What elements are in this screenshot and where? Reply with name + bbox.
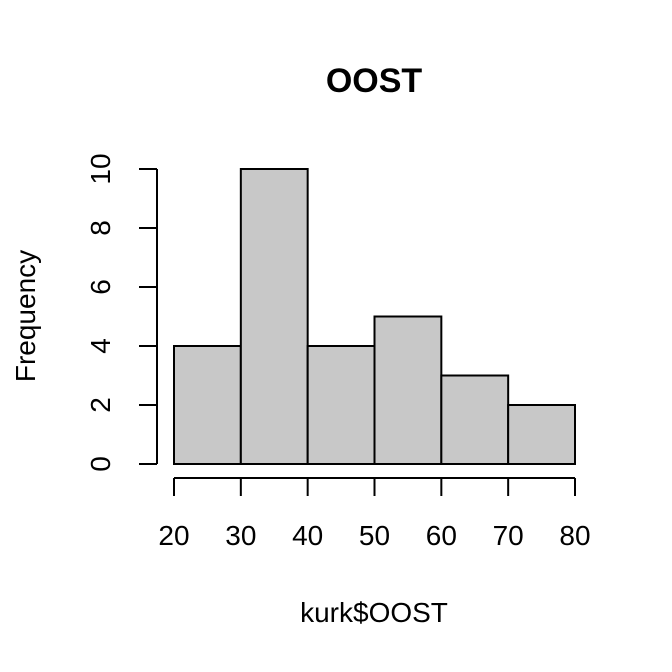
bars-group: [173, 168, 576, 465]
y-tick-label: 8: [85, 220, 116, 236]
y-tick-label: 0: [85, 456, 116, 472]
x-tick-label: 50: [359, 520, 390, 551]
histogram-bar-3: [373, 315, 443, 465]
x-tick-label: 80: [559, 520, 590, 551]
y-tick-label: 4: [85, 338, 116, 354]
x-axis-label: kurk$OOST: [300, 597, 448, 628]
y-axis-label: Frequency: [10, 250, 41, 382]
histogram-bar-5: [507, 404, 576, 465]
x-tick-label: 20: [158, 520, 189, 551]
y-tick-label: 2: [85, 397, 116, 413]
histogram-bar-4: [440, 374, 510, 465]
chart-title: OOST: [326, 62, 423, 100]
histogram-bar-2: [306, 345, 376, 465]
y-axis: 0 2 4 6 8 10: [85, 153, 158, 472]
x-tick-label: 70: [493, 520, 524, 551]
x-tick-label: 40: [292, 520, 323, 551]
x-tick-label: 60: [426, 520, 457, 551]
x-tick-label: 30: [225, 520, 256, 551]
y-tick-label: 6: [85, 279, 116, 295]
y-tick-label: 10: [85, 153, 116, 184]
histogram-bar-1: [239, 168, 309, 465]
histogram-bar-0: [173, 345, 242, 465]
x-axis: 20 30 40 50 60 70 80: [158, 477, 591, 551]
